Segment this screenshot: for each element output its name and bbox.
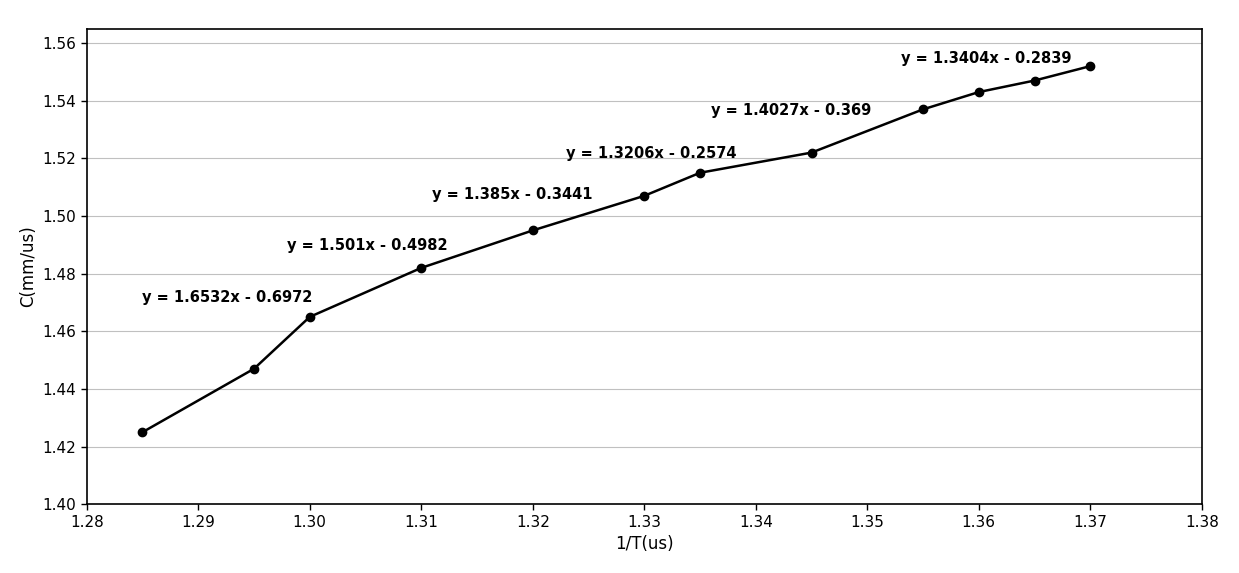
Text: y = 1.3404x - 0.2839: y = 1.3404x - 0.2839 bbox=[901, 51, 1072, 66]
Text: y = 1.3206x - 0.2574: y = 1.3206x - 0.2574 bbox=[566, 146, 737, 161]
Text: y = 1.6532x - 0.6972: y = 1.6532x - 0.6972 bbox=[142, 291, 313, 305]
X-axis label: 1/T(us): 1/T(us) bbox=[615, 535, 674, 553]
Text: y = 1.501x - 0.4982: y = 1.501x - 0.4982 bbox=[287, 238, 449, 253]
Y-axis label: C(mm/us): C(mm/us) bbox=[19, 226, 37, 307]
Text: y = 1.4027x - 0.369: y = 1.4027x - 0.369 bbox=[711, 103, 871, 118]
Text: y = 1.385x - 0.3441: y = 1.385x - 0.3441 bbox=[432, 187, 593, 202]
